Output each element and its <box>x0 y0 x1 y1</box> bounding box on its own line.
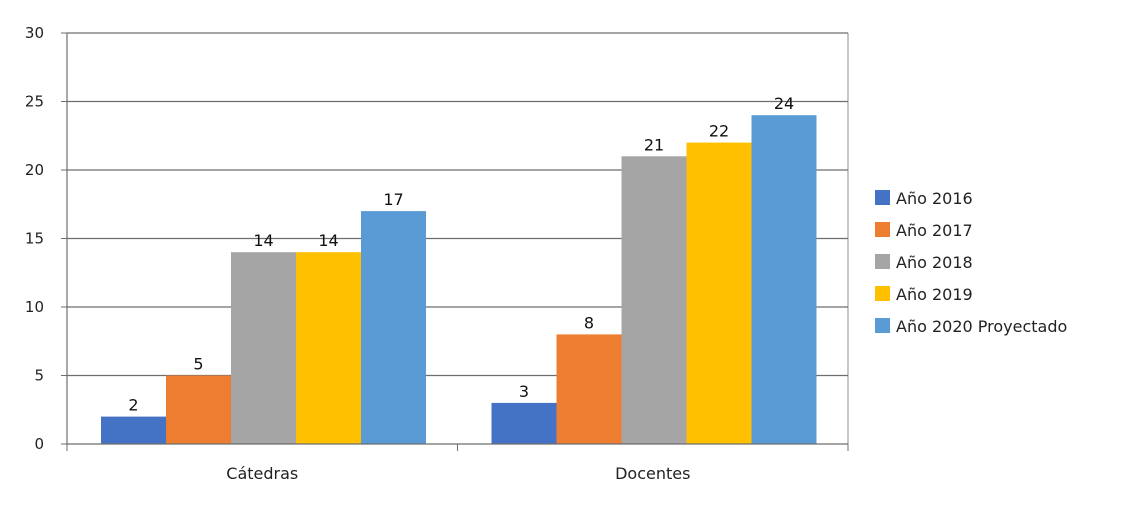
data-label: 8 <box>584 313 594 332</box>
bar <box>166 375 231 444</box>
data-label: 5 <box>193 355 203 374</box>
data-label: 2 <box>128 396 138 415</box>
y-tick-label: 25 <box>25 93 44 111</box>
data-label: 22 <box>709 122 729 141</box>
y-tick-label: 10 <box>25 298 44 316</box>
data-label: 21 <box>644 135 664 154</box>
y-tick-label: 15 <box>25 230 44 248</box>
legend-swatch <box>875 190 890 205</box>
legend-swatch <box>875 222 890 237</box>
legend-label: Año 2017 <box>896 221 973 240</box>
data-label: 14 <box>253 231 273 250</box>
legend: Año 2016 Año 2017 Año 2018 Año 2019 Año 2020… <box>875 189 1067 336</box>
legend-label: Año 2016 <box>896 189 973 208</box>
bar <box>296 252 361 444</box>
bar <box>621 156 687 445</box>
bar <box>751 115 817 444</box>
legend-swatch <box>875 286 890 301</box>
legend-swatch <box>875 254 890 269</box>
x-category-label: Cátedras <box>226 464 298 483</box>
legend-swatch <box>875 318 890 333</box>
data-label: 14 <box>318 231 338 250</box>
y-tick-label: 30 <box>25 24 44 42</box>
legend-label: Año 2020 Proyectado <box>896 317 1067 336</box>
x-axis: Cátedras Docentes <box>66 443 849 483</box>
bar <box>491 402 557 444</box>
bars: 2 5 14 14 17 3 8 21 22 24 <box>101 94 817 445</box>
data-label: 17 <box>383 190 403 209</box>
y-tick-label: 20 <box>25 161 44 179</box>
legend-label: Año 2018 <box>896 253 973 272</box>
legend-label: Año 2019 <box>896 285 973 304</box>
data-label: 24 <box>774 94 794 113</box>
x-category-label: Docentes <box>615 464 690 483</box>
bar <box>686 142 752 444</box>
data-label: 3 <box>519 382 529 401</box>
y-tick-label: 0 <box>34 435 44 453</box>
bar <box>556 334 622 444</box>
y-axis: 0 5 10 15 20 25 30 <box>25 24 68 453</box>
y-tick-label: 5 <box>34 367 44 385</box>
bar <box>101 416 166 444</box>
bar <box>361 211 426 444</box>
bar <box>231 252 296 444</box>
